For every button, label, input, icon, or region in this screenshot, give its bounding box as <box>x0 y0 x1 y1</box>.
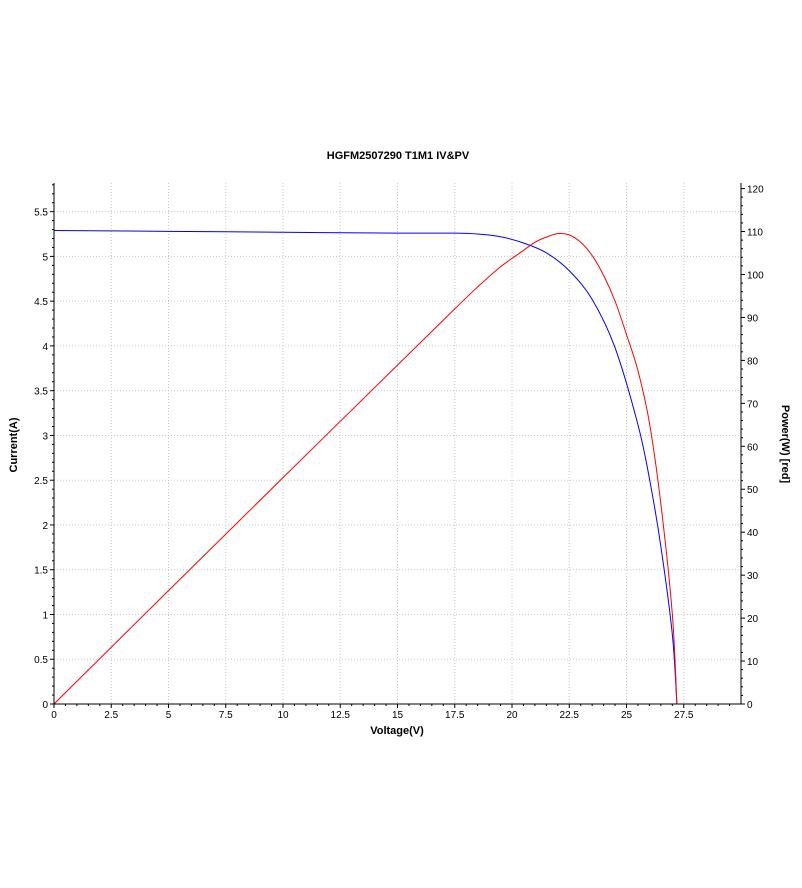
chart-title: HGFM2507290 T1M1 IV&PV <box>327 150 470 162</box>
axes: 0 2.5 5 7.5 10 12.5 15 17.5 20 22.5 25 27.500.511.5… <box>34 183 764 721</box>
x-tick-label: 27.5 <box>674 710 694 721</box>
y2-tick-label: 20 <box>747 614 759 625</box>
x-axis-label: Voltage(V) <box>370 725 424 737</box>
y2-tick-label: 0 <box>747 700 753 711</box>
y-tick-label: 0 <box>42 700 48 711</box>
y-tick-label: 3.5 <box>34 387 48 398</box>
y-tick-label: 4 <box>42 342 48 353</box>
y-tick-label: 1 <box>42 610 48 621</box>
series-layer <box>53 229 678 705</box>
y-axis-label-right: Power(W) [red] <box>779 405 791 484</box>
y2-tick-label: 70 <box>747 399 759 410</box>
x-tick-label: 2.5 <box>104 710 118 721</box>
y2-tick-label: 40 <box>747 528 759 539</box>
x-tick-label: 22.5 <box>560 710 580 721</box>
y2-tick-label: 30 <box>747 571 759 582</box>
y-tick-label: 3 <box>42 431 48 442</box>
y-axis-label-left: Current(A) <box>8 417 20 472</box>
y2-tick-label: 50 <box>747 485 759 496</box>
y2-tick-label: 120 <box>747 185 764 196</box>
x-tick-label: 10 <box>277 710 289 721</box>
y-tick-label: 0.5 <box>34 655 48 666</box>
y2-tick-label: 80 <box>747 356 759 367</box>
x-tick-label: 25 <box>621 710 633 721</box>
y-tick-label: 4.5 <box>34 297 48 308</box>
y2-tick-label: 110 <box>747 228 763 239</box>
x-tick-label: 20 <box>506 710 518 721</box>
x-tick-label: 17.5 <box>445 710 465 721</box>
y2-tick-label: 10 <box>747 657 759 668</box>
y-tick-label: 2.5 <box>34 476 48 487</box>
series-line-current <box>53 229 678 705</box>
x-tick-label: 0 <box>51 710 57 721</box>
y2-tick-label: 90 <box>747 313 759 324</box>
y-tick-label: 5.5 <box>34 208 48 219</box>
x-tick-label: 5 <box>166 710 172 721</box>
y-tick-label: 5 <box>42 252 48 263</box>
grid <box>54 183 741 704</box>
y2-tick-label: 100 <box>747 270 764 281</box>
x-tick-label: 7.5 <box>219 710 233 721</box>
y-tick-label: 2 <box>42 521 48 532</box>
x-tick-label: 15 <box>392 710 404 721</box>
x-tick-label: 12.5 <box>331 710 351 721</box>
series-line-power <box>53 233 678 705</box>
y2-tick-label: 60 <box>747 442 759 453</box>
y-tick-label: 1.5 <box>34 566 48 577</box>
